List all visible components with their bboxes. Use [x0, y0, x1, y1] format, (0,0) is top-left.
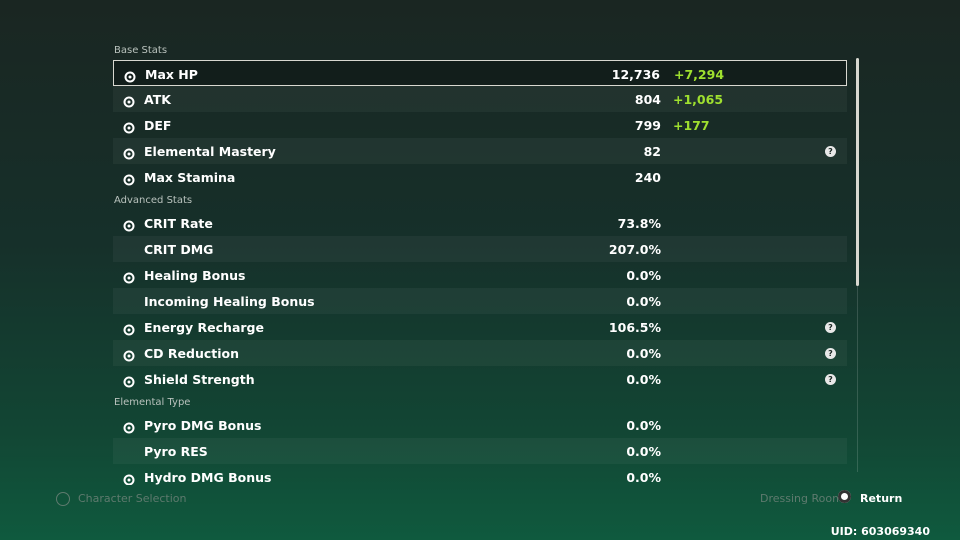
stat-name: CRIT DMG — [144, 242, 214, 257]
stat-value: 799 — [634, 118, 661, 133]
stat-icon — [123, 119, 135, 138]
character-selection[interactable]: Character Selection — [78, 492, 187, 505]
stat-value: 0.0% — [626, 372, 661, 387]
stat-icon — [123, 269, 135, 288]
stat-row[interactable]: Energy Recharge 106.5%? — [113, 314, 847, 340]
stat-name: DEF — [144, 118, 172, 133]
stat-icon — [123, 145, 135, 164]
stat-icon — [123, 93, 135, 112]
stat-row[interactable]: CD Reduction 0.0%? — [113, 340, 847, 366]
dressing-room[interactable]: Dressing Room — [760, 492, 843, 505]
stat-name: CD Reduction — [144, 346, 240, 361]
stat-value: 207.0% — [608, 242, 661, 257]
stat-name: Incoming Healing Bonus — [144, 294, 315, 309]
stat-row[interactable]: Max HP 12,736 +7,294 — [113, 60, 847, 86]
stat-row[interactable]: DEF 799 +177 — [113, 112, 847, 138]
help-icon[interactable]: ? — [825, 146, 836, 157]
stat-icon — [123, 347, 135, 366]
stat-value: 12,736 — [611, 67, 660, 82]
stat-row[interactable]: CRIT Rate 73.8% — [113, 210, 847, 236]
stat-row[interactable]: Healing Bonus 0.0% — [113, 262, 847, 288]
stat-value: 73.8% — [617, 216, 661, 231]
stat-name: Pyro RES — [144, 444, 208, 459]
stat-row[interactable]: Elemental Mastery 82? — [113, 138, 847, 164]
stat-name: Shield Strength — [144, 372, 255, 387]
stat-row[interactable]: CRIT DMG 207.0% — [113, 236, 847, 262]
stat-row[interactable]: ATK 804 +1,065 — [113, 86, 847, 112]
scroll-track — [857, 286, 858, 472]
stat-value: 0.0% — [626, 444, 661, 459]
stat-row[interactable]: Incoming Healing Bonus 0.0% — [113, 288, 847, 314]
stat-name: Max Stamina — [144, 170, 236, 185]
stat-name: CRIT Rate — [144, 216, 213, 231]
stat-icon — [123, 171, 135, 190]
uid: UID: 603069340 — [830, 525, 930, 538]
scrollbar — [856, 58, 859, 286]
stat-icon — [123, 217, 135, 236]
stat-bonus: +1,065 — [673, 92, 724, 107]
stat-value: 0.0% — [626, 346, 661, 361]
stat-name: Healing Bonus — [144, 268, 246, 283]
character-selection-icon[interactable] — [56, 492, 70, 506]
help-icon[interactable]: ? — [825, 374, 836, 385]
stat-row[interactable]: Shield Strength 0.0%? — [113, 366, 847, 392]
help-icon[interactable]: ? — [825, 322, 836, 333]
stat-row[interactable]: Pyro DMG Bonus 0.0% — [113, 412, 847, 438]
stat-icon — [124, 68, 136, 87]
stat-value: 0.0% — [626, 470, 661, 485]
stat-value: 240 — [634, 170, 661, 185]
stat-name: Elemental Mastery — [144, 144, 276, 159]
stat-bonus: +177 — [673, 118, 710, 133]
help-icon[interactable]: ? — [825, 348, 836, 359]
section-header: Advanced Stats — [114, 195, 193, 206]
section-header: Base Stats — [114, 45, 168, 56]
stat-name: ATK — [144, 92, 171, 107]
stats-list: Base Stats Max HP 12,736 +7,294 ATK 804 +1,065… — [113, 40, 847, 485]
stat-value: 0.0% — [626, 294, 661, 309]
section-header: Elemental Type — [114, 397, 191, 408]
stat-name: Pyro DMG Bonus — [144, 418, 262, 433]
stat-value: 82 — [643, 144, 661, 159]
stat-row[interactable]: Max Stamina 240 — [113, 164, 847, 190]
stat-icon — [123, 373, 135, 392]
stat-value: 0.0% — [626, 418, 661, 433]
return-button[interactable]: Return — [860, 492, 903, 505]
stat-value: 106.5% — [608, 320, 661, 335]
stat-row[interactable]: Hydro DMG Bonus 0.0% — [113, 464, 847, 485]
stat-value: 0.0% — [626, 268, 661, 283]
stat-value: 804 — [634, 92, 661, 107]
stat-name: Max HP — [145, 67, 198, 82]
stat-icon — [123, 471, 135, 485]
stat-icon — [123, 419, 135, 438]
stat-name: Hydro DMG Bonus — [144, 470, 272, 485]
stat-row[interactable]: Pyro RES 0.0% — [113, 438, 847, 464]
stat-name: Energy Recharge — [144, 320, 264, 335]
return-icon[interactable] — [838, 490, 851, 503]
stat-bonus: +7,294 — [674, 67, 725, 82]
stat-icon — [123, 321, 135, 340]
